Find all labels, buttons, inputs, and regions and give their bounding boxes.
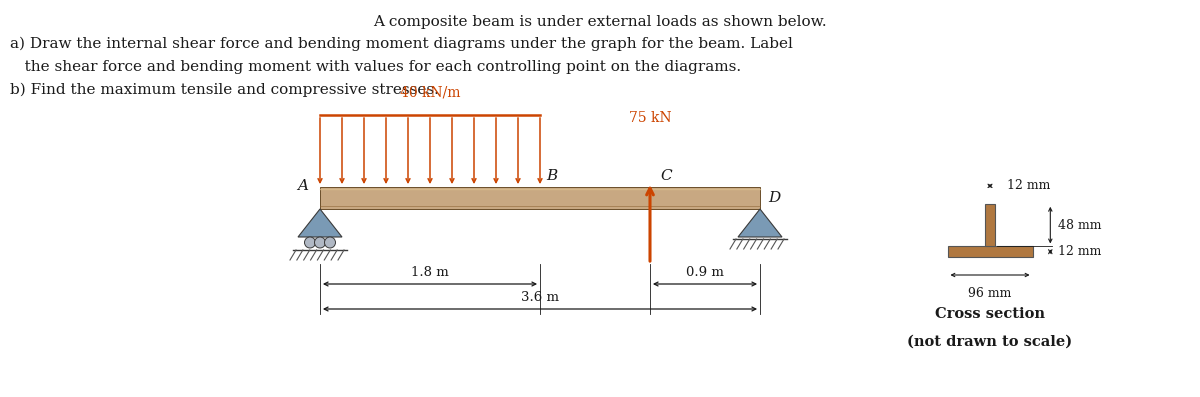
Text: 40 kN/m: 40 kN/m: [400, 86, 461, 100]
Polygon shape: [298, 209, 342, 237]
Text: a) Draw the internal shear force and bending moment diagrams under the graph for: a) Draw the internal shear force and ben…: [10, 37, 793, 51]
Text: Cross section: Cross section: [935, 307, 1045, 321]
Text: b) Find the maximum tensile and compressive stresses.: b) Find the maximum tensile and compress…: [10, 83, 439, 97]
Circle shape: [305, 237, 316, 248]
Text: A composite beam is under external loads as shown below.: A composite beam is under external loads…: [373, 15, 827, 29]
Text: (not drawn to scale): (not drawn to scale): [907, 335, 1073, 349]
Text: 96 mm: 96 mm: [968, 287, 1012, 300]
Bar: [948, 247, 1032, 257]
Text: 0.9 m: 0.9 m: [686, 266, 724, 279]
Text: 12 mm: 12 mm: [1007, 179, 1051, 193]
Circle shape: [324, 237, 336, 248]
Text: the shear force and bending moment with values for each controlling point on the: the shear force and bending moment with …: [10, 60, 742, 74]
Text: 1.8 m: 1.8 m: [412, 266, 449, 279]
Polygon shape: [738, 209, 782, 237]
Text: D: D: [768, 191, 780, 205]
Text: 75 kN: 75 kN: [629, 111, 671, 125]
Bar: [985, 204, 995, 247]
Circle shape: [314, 237, 325, 248]
Text: 3.6 m: 3.6 m: [521, 291, 559, 304]
Text: 12 mm: 12 mm: [1058, 245, 1102, 258]
Text: B: B: [546, 169, 557, 183]
Text: 48 mm: 48 mm: [1058, 219, 1102, 231]
Text: C: C: [660, 169, 672, 183]
Bar: [320, 187, 760, 209]
Text: A: A: [298, 179, 308, 193]
